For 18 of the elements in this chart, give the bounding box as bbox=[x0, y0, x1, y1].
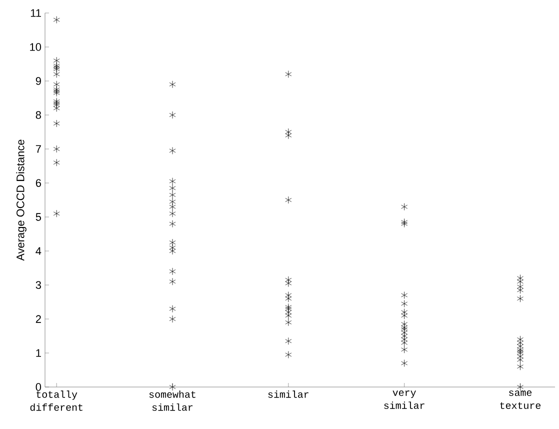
y-tick-label: 0 bbox=[36, 383, 42, 391]
y-tick-label: 6 bbox=[36, 179, 41, 187]
y-tick-label: 9 bbox=[36, 77, 41, 85]
x-tick-label: very similar bbox=[384, 390, 424, 409]
y-tick-label: 8 bbox=[36, 111, 41, 119]
y-tick-label: 10 bbox=[30, 43, 42, 51]
y-axis-title: Average OCCD Distance bbox=[16, 140, 26, 261]
y-tick-label: 3 bbox=[36, 281, 41, 289]
y-tick-label: 1 bbox=[36, 349, 41, 357]
x-tick-label: same texture bbox=[500, 390, 541, 409]
y-tick-label: 7 bbox=[36, 145, 41, 153]
x-tick-label: somewhat similar bbox=[149, 390, 196, 411]
x-tick-label: totally different bbox=[30, 390, 82, 411]
x-tick-label: similar bbox=[268, 390, 308, 398]
y-tick-label: 11 bbox=[30, 9, 41, 17]
y-tick-label: 4 bbox=[36, 247, 42, 255]
y-tick-label: 2 bbox=[36, 315, 41, 323]
y-tick-label: 5 bbox=[36, 213, 42, 221]
